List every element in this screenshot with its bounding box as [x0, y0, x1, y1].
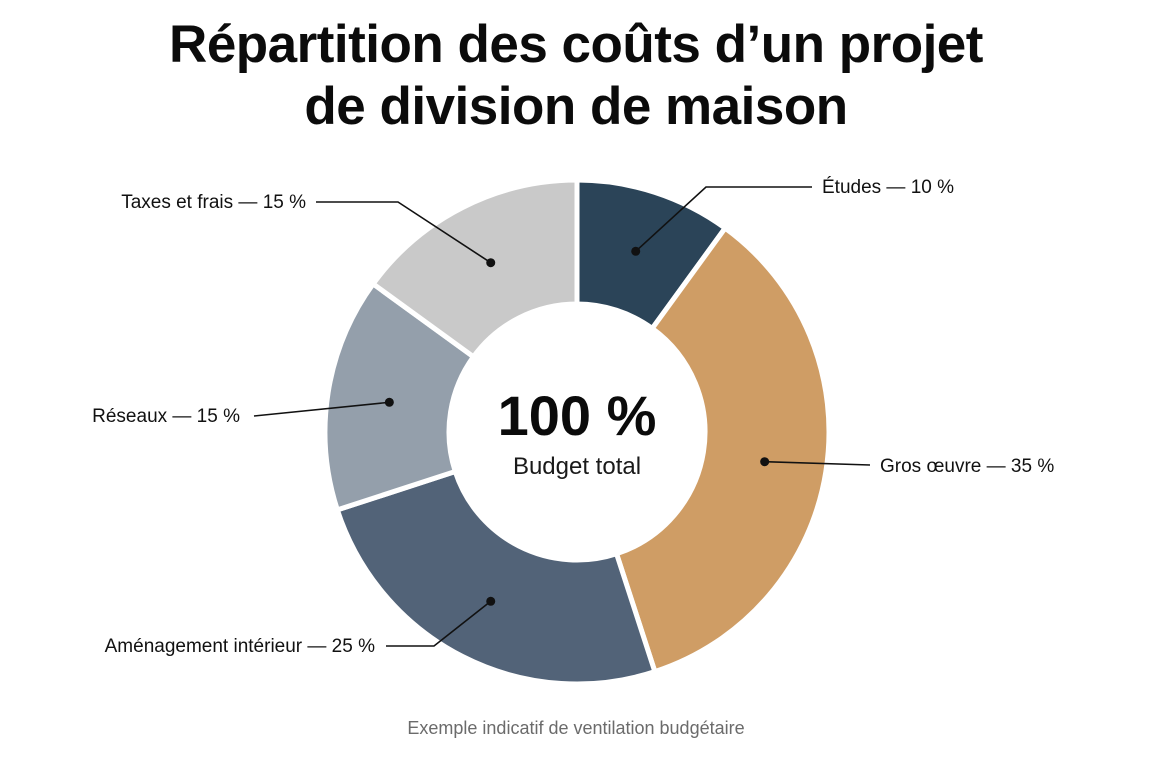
leader-line [253, 401, 390, 417]
slice-label: Études — 10 % [822, 177, 954, 198]
center-total-value: 100 % [498, 384, 657, 447]
chart-title-line-2: de division de maison [304, 77, 848, 136]
slice-gros-uvre [613, 224, 832, 675]
leader-line [764, 460, 871, 466]
slice-reseaux [322, 280, 477, 514]
leader-dot [486, 596, 496, 606]
center-total-caption: Budget total [513, 453, 641, 480]
slice-labels: Études — 10 % Gros œuvre — 35 % Aménagemen… [92, 177, 1054, 657]
leader-line [386, 600, 492, 647]
slice-amenagement-interieur [334, 468, 659, 687]
chart-title-line-1: Répartition des coûts d’un projet [169, 15, 983, 74]
leader-dot [384, 397, 394, 407]
slice-label: Taxes et frais — 15 % [121, 192, 306, 213]
slice-taxes-et-frais [369, 177, 580, 361]
chart-title: Répartition des coûts d’un projet de div… [0, 14, 1152, 138]
slice-label: Réseaux — 15 % [92, 406, 240, 427]
slice-leader-lines [253, 186, 871, 647]
leader-line [316, 201, 492, 264]
leader-dot [631, 246, 641, 256]
chart-footnote: Exemple indicatif de ventilation budgéta… [407, 718, 745, 738]
leader-line [635, 186, 812, 252]
leader-dot [760, 457, 770, 467]
slice-label: Gros œuvre — 35 % [880, 456, 1054, 477]
leader-dot [486, 258, 496, 268]
slice-label: Aménagement intérieur — 25 % [105, 636, 375, 657]
donut-slices [322, 177, 832, 687]
